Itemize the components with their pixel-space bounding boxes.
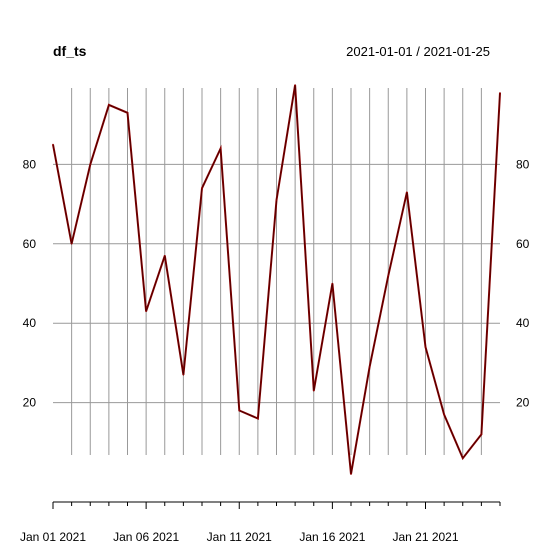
data-point xyxy=(89,163,92,166)
y-tick-label-left: 40 xyxy=(23,316,37,330)
data-point xyxy=(163,254,166,257)
y-tick-label-left: 20 xyxy=(23,396,37,410)
data-point xyxy=(499,92,501,94)
data-point xyxy=(312,389,315,392)
data-point xyxy=(126,111,129,114)
y-tick-label-right: 20 xyxy=(516,396,530,410)
data-point xyxy=(145,310,147,313)
data-point xyxy=(294,84,296,86)
y-tick-label-right: 40 xyxy=(516,316,530,330)
data-point xyxy=(182,374,185,376)
vertical-gridlines xyxy=(71,88,482,455)
y-axis-right: 20 40 60 80 xyxy=(516,157,530,409)
y-axis-left: 20 40 60 80 xyxy=(23,157,37,409)
y-tick-label-right: 80 xyxy=(516,157,530,171)
data-point xyxy=(70,243,73,245)
data-point xyxy=(480,433,483,436)
y-tick-label-right: 60 xyxy=(516,237,530,251)
x-axis: Jan 01 2021 Jan 06 2021 Jan 11 2021 Jan 16 … xyxy=(20,501,501,544)
data-point xyxy=(406,191,408,193)
series-group xyxy=(52,84,501,475)
data-point xyxy=(201,187,203,190)
data-point xyxy=(52,143,54,146)
data-point xyxy=(331,282,334,285)
date-range-label: 2021-01-01 / 2021-01-25 xyxy=(346,44,490,59)
x-tick-label: Jan 06 2021 xyxy=(113,530,179,544)
data-point xyxy=(443,413,445,416)
data-point xyxy=(461,457,464,459)
data-point xyxy=(350,473,352,475)
data-point xyxy=(275,199,278,201)
data-point xyxy=(424,346,427,348)
data-point xyxy=(108,104,110,106)
data-point xyxy=(238,409,241,412)
y-tick-label-left: 80 xyxy=(23,157,37,171)
data-point xyxy=(219,147,222,150)
x-tick-label: Jan 16 2021 xyxy=(299,530,365,544)
x-tick-label: Jan 01 2021 xyxy=(20,530,86,544)
data-point xyxy=(257,417,259,420)
data-point xyxy=(368,366,371,368)
data-point xyxy=(387,274,390,277)
chart-title: df_ts xyxy=(53,43,87,59)
x-tick-label: Jan 11 2021 xyxy=(207,530,272,544)
y-tick-label-left: 60 xyxy=(23,237,37,251)
x-tick-label: Jan 21 2021 xyxy=(392,530,458,544)
